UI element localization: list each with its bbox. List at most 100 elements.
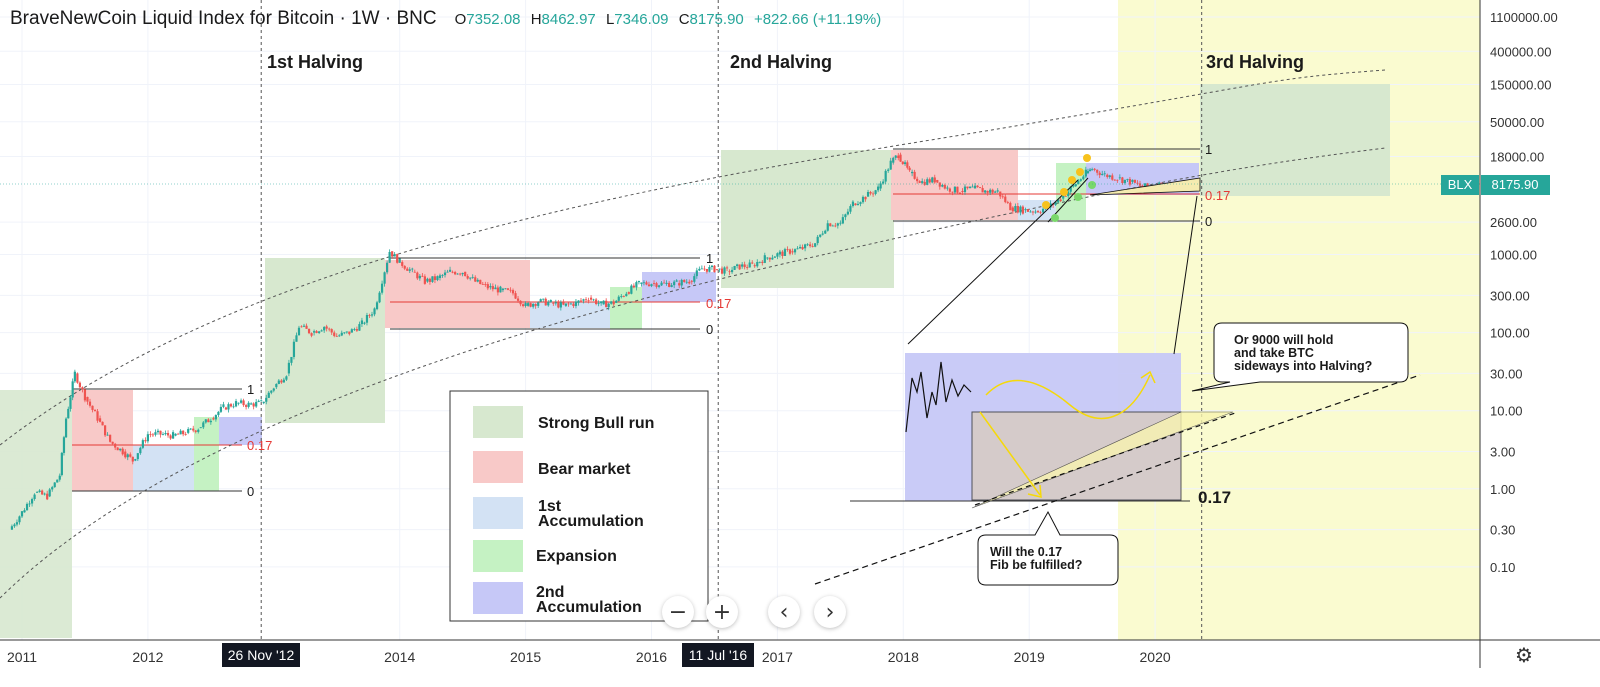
inset-yellow-curve [985, 374, 1151, 420]
candle-body [579, 300, 583, 302]
settings-gear-icon[interactable]: ⚙ [1515, 643, 1533, 667]
symbol-title[interactable]: BraveNewCoin Liquid Index for Bitcoin · … [10, 8, 437, 29]
scroll-back-button[interactable]: ‹ [768, 596, 800, 628]
candle-body [255, 401, 258, 407]
scroll-forward-button[interactable]: › [814, 596, 846, 628]
candle-body [999, 191, 1002, 197]
legend-swatch-accum1 [473, 497, 523, 529]
candle-body [781, 251, 784, 256]
candle-body [1088, 169, 1092, 172]
candle-body [948, 188, 951, 192]
candle-body [421, 275, 424, 277]
candle-body [584, 299, 588, 301]
candle-body [1019, 206, 1022, 213]
candle-body [202, 422, 205, 428]
candle-body [1101, 173, 1104, 176]
price-axis[interactable]: 1100000.00 400000.00 150000.00 50000.00 1800… [1441, 0, 1558, 668]
candle-body [854, 203, 857, 206]
candle-body [996, 190, 999, 192]
candle-body [81, 387, 84, 390]
candle-body [1116, 179, 1119, 181]
channel-curves [0, 69, 1386, 599]
candle-body [325, 326, 328, 329]
price-tick-label: 18000.00 [1490, 149, 1544, 164]
candle-body [803, 244, 807, 249]
callout-bottom: Will the 0.17 Fib be fulfilled? [977, 510, 1119, 586]
date-badge-1-label: 26 Nov '12 [228, 647, 295, 663]
candle-body [748, 262, 751, 268]
candle-body [861, 196, 865, 203]
candle-body [1077, 180, 1080, 185]
candle-body [736, 264, 739, 267]
candle-body [625, 293, 628, 297]
candle-body [884, 170, 887, 182]
inset-yellow-diagonal [979, 411, 1041, 496]
candle-body [207, 419, 210, 423]
candle-body [678, 283, 681, 286]
candle-body [164, 433, 167, 435]
close-label: C [678, 11, 690, 28]
candle-body [1098, 172, 1101, 176]
candle-body [114, 443, 117, 448]
zone-accum1-2012 [133, 445, 194, 491]
candle-body [323, 327, 326, 331]
candle-body [831, 225, 834, 227]
callout-right: Or 9000 will hold and take BTC sideways in… [1191, 322, 1409, 392]
candle-body [928, 179, 931, 183]
candle-body [725, 267, 729, 269]
candle-body [239, 400, 243, 403]
candle-body [705, 268, 708, 272]
annotation-dots [1042, 154, 1096, 222]
candle-body [229, 404, 233, 407]
candle-body [388, 251, 391, 263]
candle-body [13, 524, 16, 527]
year-tick-label: 2011 [7, 649, 37, 665]
candle-body [234, 401, 238, 407]
candle-body [1049, 203, 1052, 208]
candle-body [846, 211, 850, 215]
candle-body [292, 341, 296, 357]
candle-body [297, 327, 301, 336]
candle-body [569, 303, 573, 305]
candle-body [1031, 211, 1035, 213]
legend-swatch-bull [473, 406, 523, 438]
high-value: 8462.97 [541, 11, 596, 28]
candle-body [637, 281, 641, 283]
halving-lines [260, 0, 1203, 640]
candle-body [350, 329, 353, 333]
candle-body [318, 331, 321, 334]
zoom-in-button[interactable]: + [706, 596, 738, 628]
candle-body [519, 300, 522, 305]
halving-3-label: 3rd Halving [1206, 52, 1304, 72]
candle-body [921, 181, 924, 183]
candle-body [683, 279, 686, 283]
time-axis[interactable]: 2011 2012 2014 2015 2016 2017 2018 2019 2020 26 … [0, 639, 1600, 667]
zone-bear-2018 [891, 150, 1018, 220]
candle-body [647, 284, 651, 287]
candle-body [899, 154, 902, 162]
candle-body [811, 246, 814, 247]
candle-body [358, 324, 361, 331]
fib-017-2014: 0.17 [706, 296, 731, 311]
candle-body [1026, 209, 1030, 212]
candle-body [994, 191, 997, 193]
zoom-out-button[interactable]: − [662, 596, 694, 628]
year-tick-label: 2020 [1140, 649, 1171, 665]
candle-body [771, 257, 774, 260]
high-label: H [530, 11, 542, 28]
candle-body [720, 268, 724, 274]
candle-body [154, 432, 157, 435]
candle-body [660, 282, 663, 286]
candle-body [1029, 211, 1032, 213]
candle-body [469, 277, 472, 279]
price-tick-label: 1.00 [1490, 482, 1515, 497]
price-tick-label: 150000.00 [1490, 78, 1551, 93]
candle-body [733, 266, 736, 270]
candle-body [88, 401, 92, 406]
candle-body [368, 315, 371, 316]
candle-body [345, 331, 348, 333]
candle-body [265, 397, 268, 402]
candle-body [282, 379, 285, 383]
candle-body [906, 162, 909, 168]
